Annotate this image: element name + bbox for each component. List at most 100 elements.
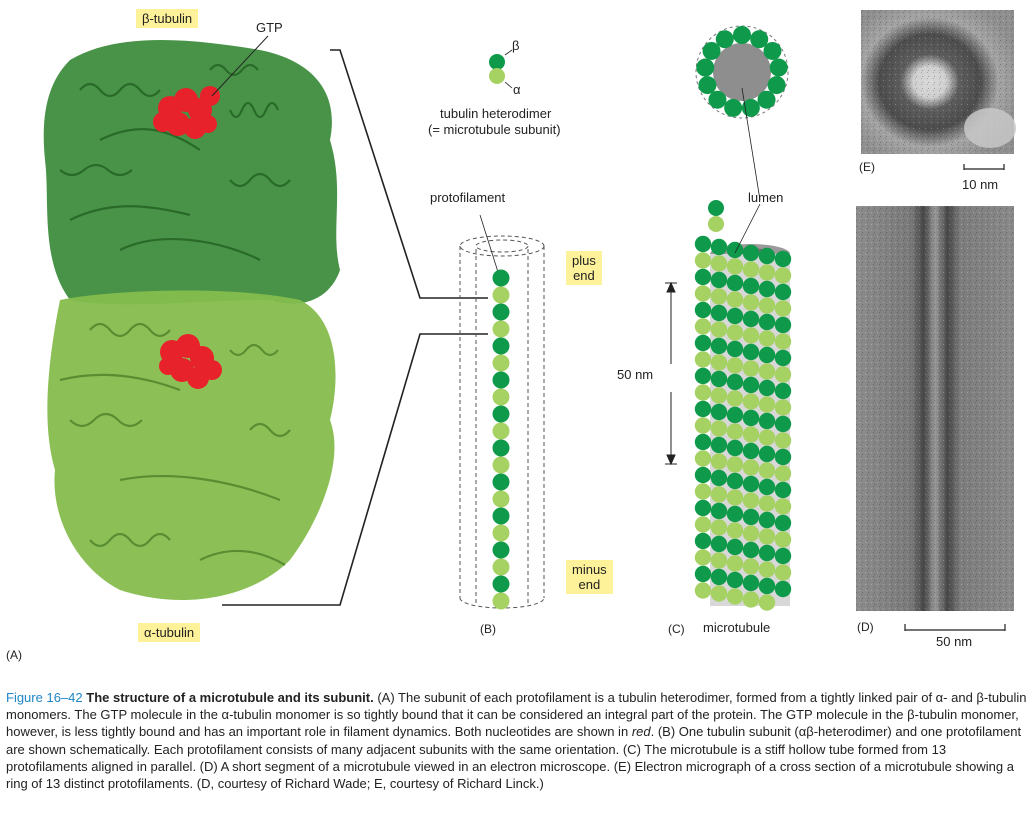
heterodimer-icon [489, 49, 513, 89]
tube-subunit [742, 492, 760, 509]
tube-subunit [742, 475, 760, 493]
tube-subunit [758, 363, 776, 380]
ring-protofilament [696, 58, 715, 77]
tube-subunit [710, 271, 728, 289]
tube-subunit [758, 280, 776, 298]
plus-end-line1: plus [572, 253, 596, 268]
protofilament-subunit [492, 269, 510, 287]
lumen-label: lumen [748, 190, 784, 205]
tube-subunit [694, 417, 712, 434]
tube-subunit [726, 241, 744, 259]
panel-b-label: (B) [480, 622, 496, 636]
tube-subunit [694, 532, 712, 550]
tube-subunit [758, 313, 776, 331]
tube-subunit [742, 541, 760, 559]
tube-subunit [774, 250, 792, 268]
tube-subunit [774, 481, 792, 499]
tube-subunit [726, 406, 744, 424]
tube-subunit [694, 367, 712, 385]
protofilament-subunit [492, 439, 510, 457]
tube-subunit [758, 264, 776, 281]
caption-red-word: red [631, 724, 651, 740]
minus-end-line1: minus [572, 562, 607, 577]
tube-subunit [726, 456, 744, 473]
microtubule-model [694, 200, 792, 611]
tube-subunit [742, 574, 760, 592]
tube-subunit [710, 387, 728, 404]
tube-subunit [710, 370, 728, 388]
protofilament-beads [492, 269, 510, 610]
tube-subunit [710, 288, 728, 305]
caption-text-2: . (B) One tubulin subunit (αβ-heterodime… [6, 724, 1022, 792]
ring-protofilament [698, 76, 717, 95]
ring-protofilament [733, 26, 751, 44]
ring-protofilament [750, 30, 769, 49]
em-longitudinal-image [856, 206, 1014, 611]
tube-subunit [710, 436, 728, 454]
tube-subunit [710, 354, 728, 371]
tube-subunit [774, 531, 792, 548]
tube-subunit [726, 555, 744, 572]
tube-subunit [710, 255, 728, 272]
protofilament-subunit [492, 337, 510, 355]
tube-subunit [774, 267, 792, 284]
tube-subunit [742, 393, 760, 410]
protein-ribbon-structure [43, 35, 340, 600]
protofilament-cylinder [459, 235, 545, 609]
protofilament-subunit [492, 371, 510, 389]
alpha-symbol: α [513, 82, 521, 97]
tube-subunit [774, 366, 792, 383]
protofilament-label: protofilament [430, 190, 506, 205]
microtubule-label: microtubule [703, 620, 771, 635]
ring-protofilament [702, 41, 721, 60]
tube-subunit [742, 327, 760, 344]
tube-subunit [726, 340, 744, 358]
tube-subunit [694, 252, 712, 269]
scale-bar-50nm-d [904, 624, 1006, 631]
tube-subunit [774, 316, 792, 334]
tube-subunit [710, 568, 728, 586]
plus-end-label: plus end [566, 251, 602, 285]
protofilament-subunit [492, 575, 510, 593]
panel-a-label: (A) [6, 648, 22, 662]
tube-subunit [726, 505, 744, 523]
caption-text-1: (A) The subunit of each protofilament is… [6, 690, 1027, 740]
tube-subunit [708, 200, 724, 216]
tube-subunit [742, 558, 760, 575]
protofilament-subunit [492, 405, 510, 423]
tube-subunit [726, 258, 744, 275]
scale-bar-10nm [963, 164, 1005, 170]
tube-subunit [710, 486, 728, 503]
ring-protofilament [767, 76, 786, 95]
tube-subunit [774, 465, 792, 482]
tube-subunit [694, 235, 712, 253]
tube-subunit [774, 564, 792, 581]
tube-subunit [694, 499, 712, 517]
tube-subunit [694, 483, 712, 500]
tube-subunit [694, 516, 712, 533]
tube-subunit [742, 277, 760, 295]
tube-subunit [774, 514, 792, 532]
tube-subunit [758, 528, 776, 545]
tube-subunit [710, 403, 728, 421]
protofilament-subunit [492, 320, 510, 338]
tube-subunit [758, 429, 776, 446]
ring-protofilament [741, 98, 760, 117]
tube-subunit [774, 349, 792, 367]
figure-caption: Figure 16–42 The structure of a microtub… [6, 689, 1028, 792]
tube-subunit [710, 321, 728, 338]
tube-subunit [708, 216, 724, 232]
tube-subunit [710, 238, 728, 256]
panel-e-label: (E) [859, 160, 875, 174]
tube-subunit [726, 571, 744, 589]
tube-subunit [758, 511, 776, 529]
em-cross-section-image [861, 10, 1016, 154]
tube-subunit [726, 390, 744, 407]
tube-subunit [742, 459, 760, 476]
heterodimer-label-line1: tubulin heterodimer [440, 106, 552, 121]
ring-protofilament [708, 90, 727, 109]
ring-protofilament [757, 90, 776, 109]
figure-title: The structure of a microtubule and its s… [86, 690, 374, 705]
tube-subunit [758, 445, 776, 463]
tube-subunit [694, 384, 712, 401]
